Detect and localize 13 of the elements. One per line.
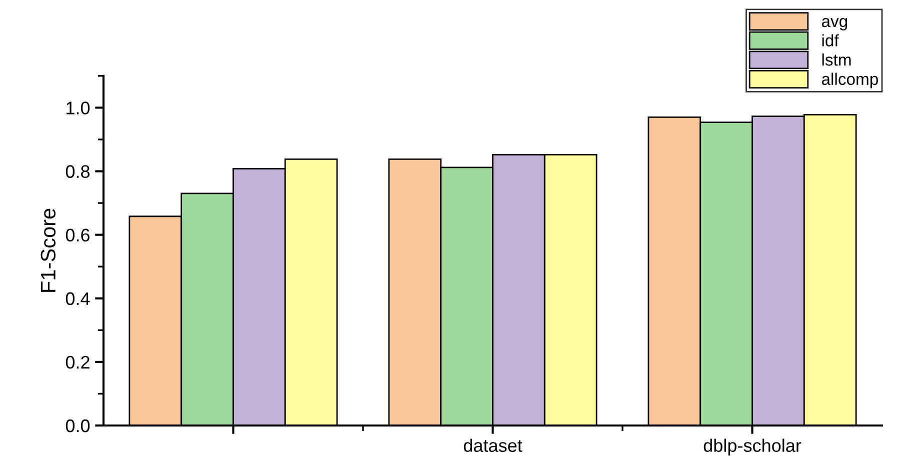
y-tick-label: 1.0 [66,102,90,114]
legend-label: avg [822,18,848,30]
y-tick-label: 0.2 [66,356,90,369]
legend-label: allcomp [822,72,878,88]
legend-label: lstm [822,53,851,66]
x-tick-label: dblp-scholar [704,438,802,456]
x-tick-label: dataset [464,438,522,452]
y-tick-label: 0.4 [66,292,90,306]
y-tick-label: 0.6 [66,228,90,242]
legend-label: idf [822,34,839,46]
y-axis-title: F1-Score [40,208,56,292]
y-tick-label: 0.8 [66,165,90,178]
y-tick-label: 0.0 [66,419,90,432]
